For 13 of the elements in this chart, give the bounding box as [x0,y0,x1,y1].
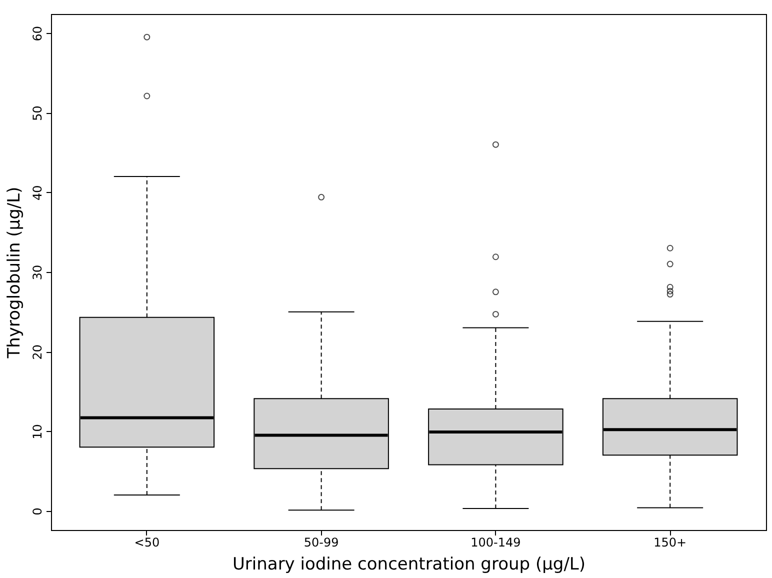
y-tick-label: 40 [30,185,44,201]
x-tick-label: 50-99 [304,536,339,550]
y-tick-label: 50 [30,106,44,121]
y-tick-label: 0 [30,508,44,516]
x-tick-label: 150+ [654,536,687,550]
y-tick-label: 60 [30,26,44,42]
x-tick-label: <50 [134,536,160,550]
x-tick-label: 100-149 [470,536,521,550]
y-tick-label: 30 [30,264,44,280]
y-tick-label: 20 [30,344,44,360]
x-axis-title: Urinary iodine concentration group (µg/L) [232,554,586,574]
y-tick-label: 10 [30,424,44,440]
y-axis-title: Thyroglobulin (µg/L) [4,186,24,360]
